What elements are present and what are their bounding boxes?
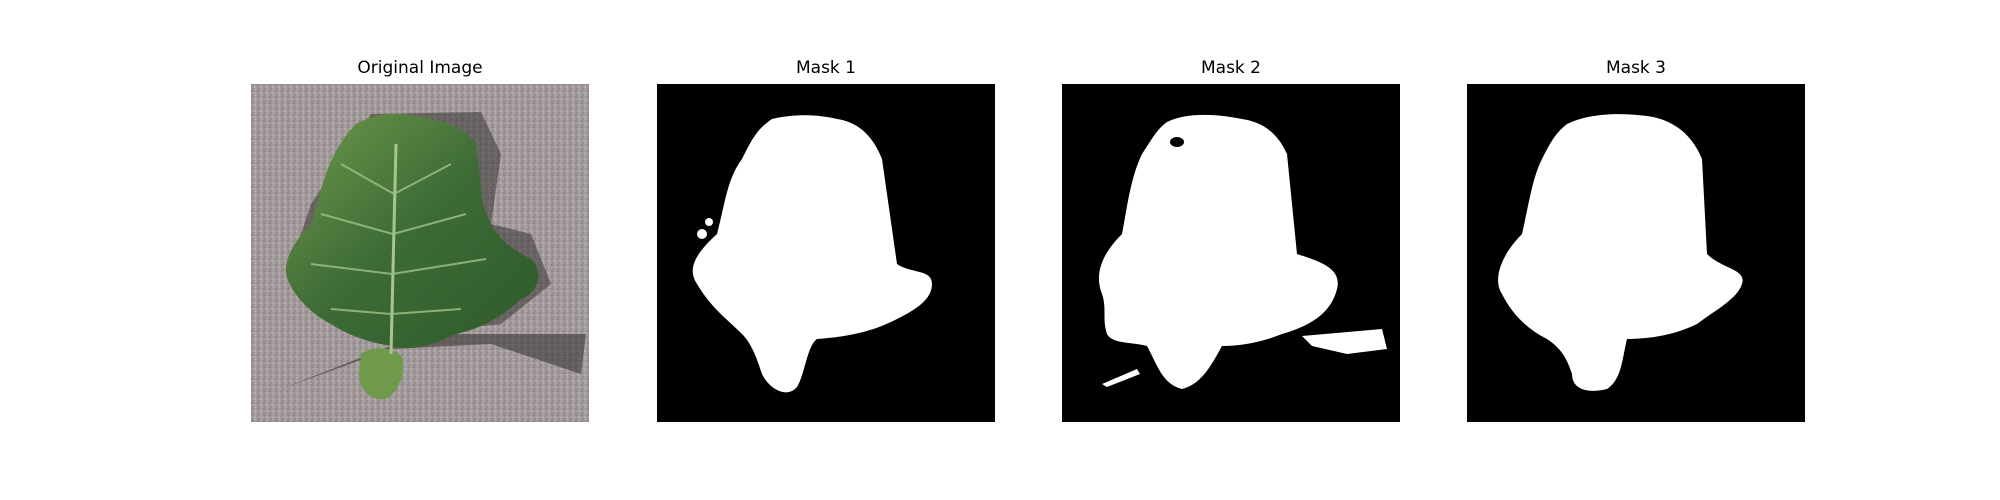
- original-leaf-photo: [251, 84, 589, 422]
- panel-original-image: Original Image: [251, 0, 589, 500]
- panel-title: Mask 2: [1200, 58, 1261, 78]
- panel-mask-1: Mask 1: [657, 0, 995, 500]
- panel-title: Mask 1: [795, 58, 856, 78]
- panel-mask-3: Mask 3: [1467, 0, 1805, 500]
- panel-title: Mask 3: [1605, 58, 1666, 78]
- mask-2-image: [1062, 84, 1400, 422]
- mask-3-image: [1467, 84, 1805, 422]
- panel-mask-2: Mask 2: [1062, 0, 1400, 500]
- mask-1-image: [657, 84, 995, 422]
- panel-title: Original Image: [357, 58, 483, 78]
